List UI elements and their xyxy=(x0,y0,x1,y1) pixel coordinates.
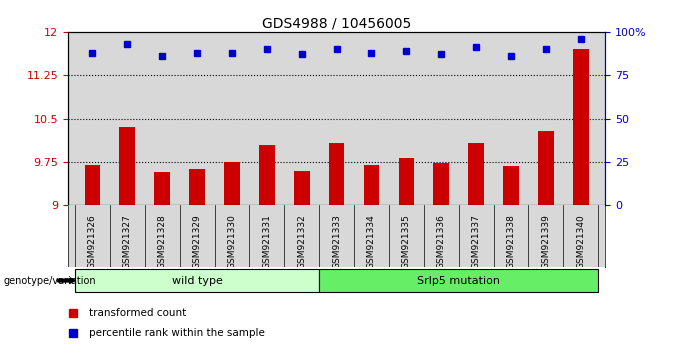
Text: GSM921330: GSM921330 xyxy=(227,215,237,269)
Bar xyxy=(398,158,414,205)
Text: GSM921337: GSM921337 xyxy=(472,215,481,269)
Bar xyxy=(364,165,379,205)
Bar xyxy=(319,269,598,292)
Bar xyxy=(538,131,554,205)
Text: GSM921336: GSM921336 xyxy=(437,215,446,269)
Bar xyxy=(154,172,170,205)
Text: GSM921329: GSM921329 xyxy=(192,215,201,269)
Text: GSM921338: GSM921338 xyxy=(507,215,515,269)
Bar xyxy=(120,127,135,205)
Text: GSM921326: GSM921326 xyxy=(88,215,97,269)
Text: genotype/variation: genotype/variation xyxy=(3,275,96,286)
Bar xyxy=(84,165,100,205)
Text: GSM921335: GSM921335 xyxy=(402,215,411,269)
Bar xyxy=(259,144,275,205)
Bar xyxy=(224,162,240,205)
Text: GSM921334: GSM921334 xyxy=(367,215,376,269)
Bar xyxy=(503,166,519,205)
Text: GSM921327: GSM921327 xyxy=(123,215,132,269)
Bar xyxy=(433,163,449,205)
Text: GSM921333: GSM921333 xyxy=(332,215,341,269)
Text: GSM921332: GSM921332 xyxy=(297,215,306,269)
Text: GSM921331: GSM921331 xyxy=(262,215,271,269)
Bar xyxy=(189,169,205,205)
Bar xyxy=(573,49,589,205)
Bar xyxy=(469,143,484,205)
Bar xyxy=(328,143,345,205)
Text: Srlp5 mutation: Srlp5 mutation xyxy=(418,275,500,286)
Text: GSM921340: GSM921340 xyxy=(576,215,585,269)
Text: transformed count: transformed count xyxy=(90,308,187,318)
Text: GSM921339: GSM921339 xyxy=(541,215,550,269)
Title: GDS4988 / 10456005: GDS4988 / 10456005 xyxy=(262,17,411,31)
Text: GSM921328: GSM921328 xyxy=(158,215,167,269)
Text: wild type: wild type xyxy=(171,275,222,286)
Bar xyxy=(75,269,319,292)
Text: percentile rank within the sample: percentile rank within the sample xyxy=(90,328,265,338)
Bar xyxy=(294,171,309,205)
